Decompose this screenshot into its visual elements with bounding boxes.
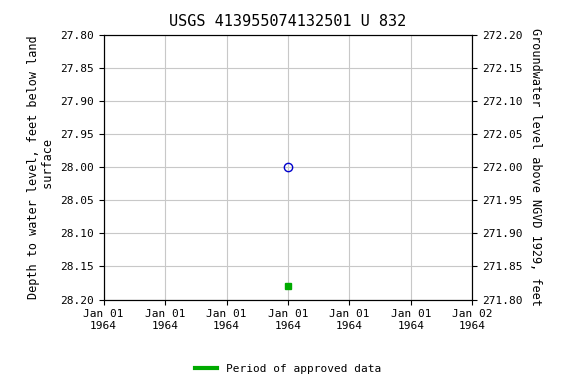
Y-axis label: Depth to water level, feet below land
 surface: Depth to water level, feet below land su… [26,35,55,299]
Legend: Period of approved data: Period of approved data [191,359,385,379]
Y-axis label: Groundwater level above NGVD 1929, feet: Groundwater level above NGVD 1929, feet [529,28,542,306]
Title: USGS 413955074132501 U 832: USGS 413955074132501 U 832 [169,14,407,29]
